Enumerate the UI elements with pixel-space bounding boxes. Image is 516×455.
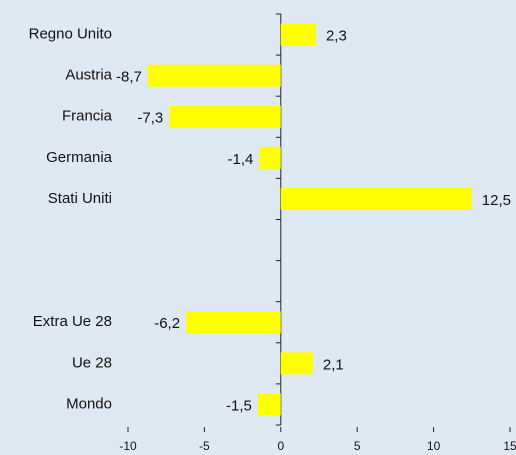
value-label: -7,3 (137, 110, 163, 127)
category-label: Extra Ue 28 (33, 313, 112, 330)
bar (280, 187, 472, 210)
value-label: -6,2 (154, 315, 180, 332)
bar (257, 393, 281, 416)
bar (169, 105, 281, 128)
value-label: -1,4 (228, 151, 254, 168)
value-label: -8,7 (116, 69, 142, 86)
value-label: 2,1 (323, 356, 344, 373)
category-label: Francia (62, 108, 113, 125)
x-tick-label: -10 (119, 439, 137, 453)
bar (259, 146, 281, 169)
category-label: Mondo (66, 395, 112, 412)
x-tick-label: 0 (277, 439, 284, 453)
category-label: Austria (65, 67, 112, 84)
value-label: 2,3 (326, 28, 347, 45)
bar (147, 64, 281, 87)
x-tick-label: 10 (427, 439, 441, 453)
bar (280, 352, 313, 375)
category-label: Stati Uniti (48, 190, 112, 207)
x-tick-label: -5 (199, 439, 210, 453)
category-label: Ue 28 (72, 354, 112, 371)
bar (186, 311, 281, 334)
value-label: 12,5 (482, 192, 511, 209)
x-tick-label: 15 (503, 439, 516, 453)
x-tick-label: 5 (354, 439, 361, 453)
bar (280, 23, 316, 46)
category-label: Regno Unito (29, 26, 112, 43)
category-label: Germania (46, 149, 113, 166)
value-label: -1,5 (226, 397, 252, 414)
